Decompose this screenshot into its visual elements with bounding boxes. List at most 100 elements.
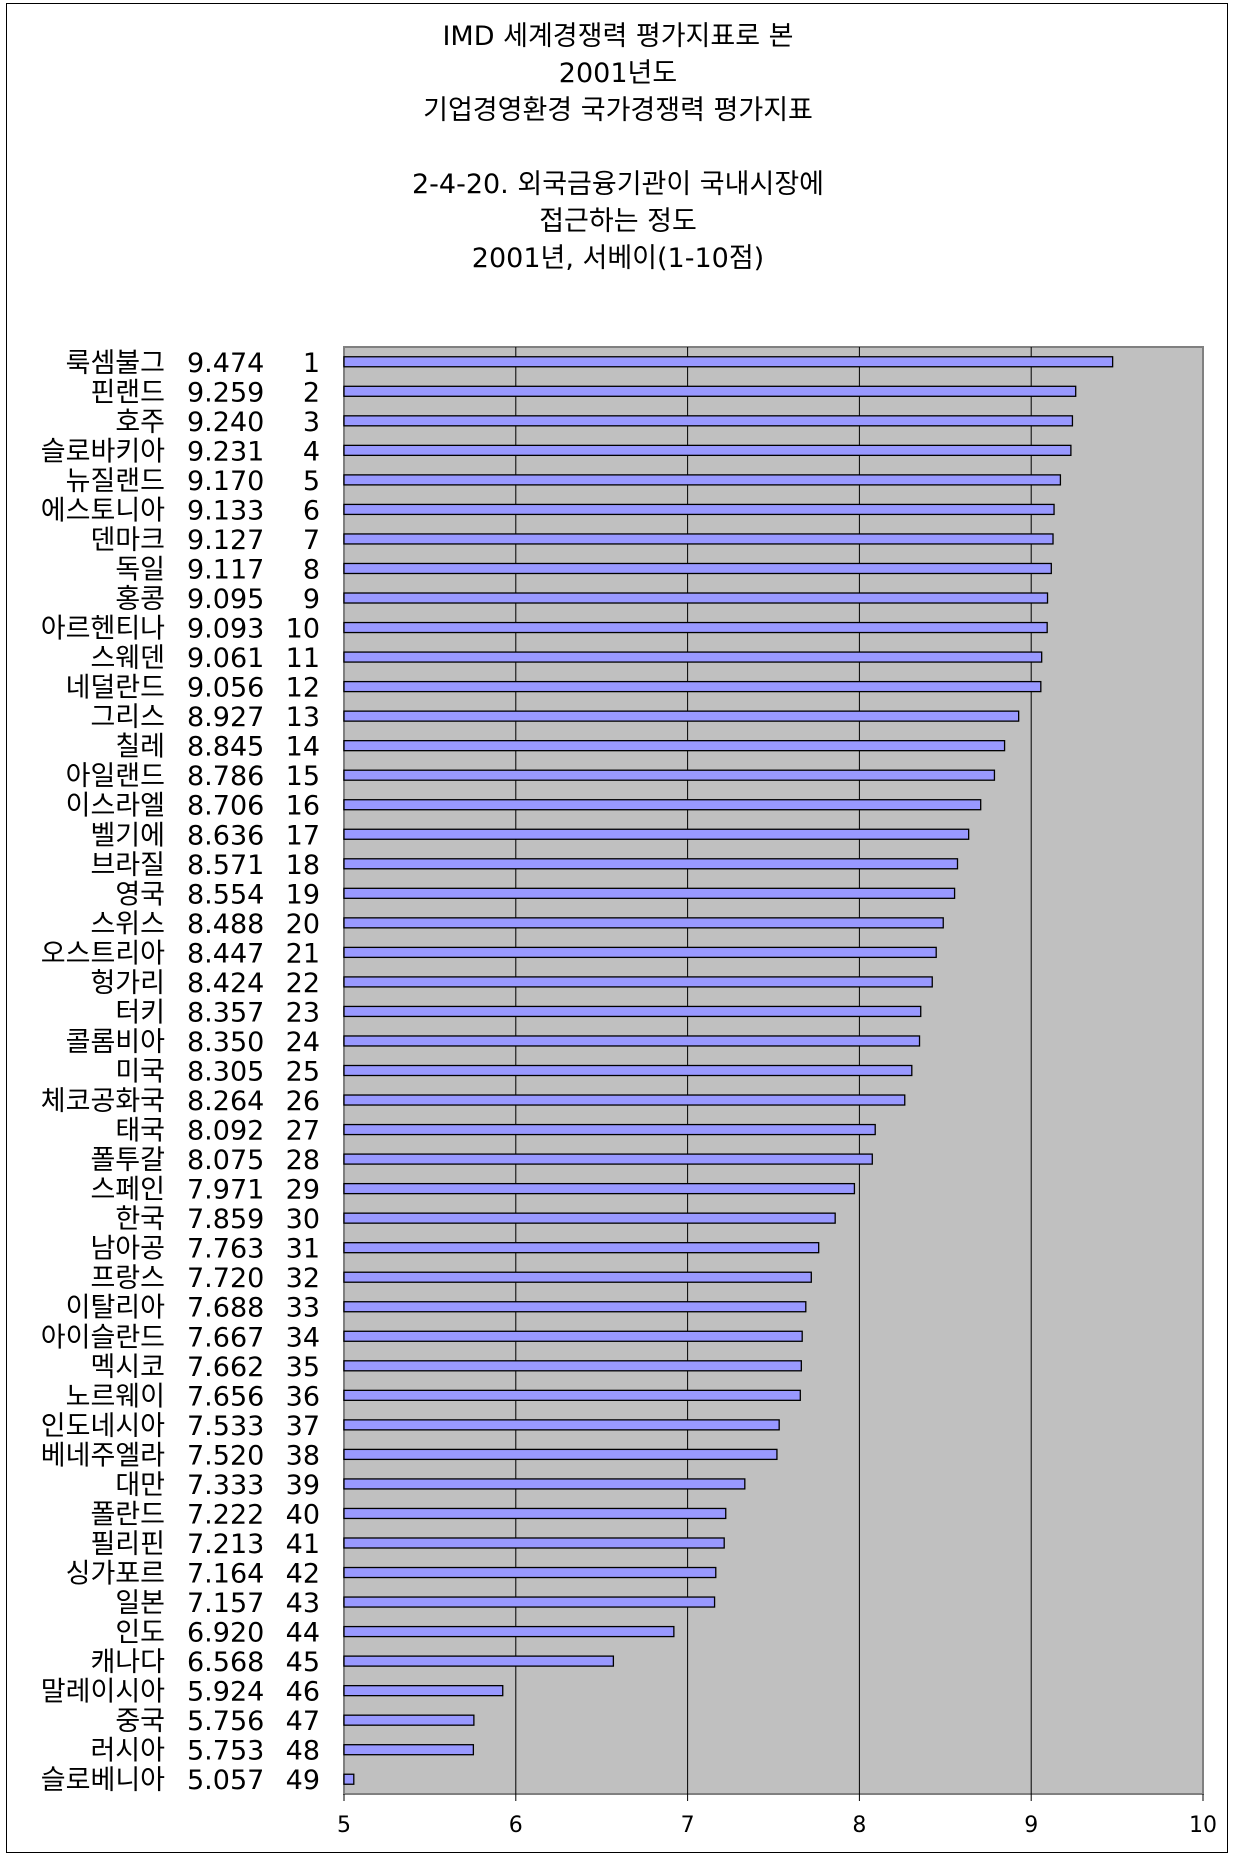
chart-frame bbox=[6, 3, 1228, 1853]
rank-label: 24 bbox=[286, 1027, 320, 1058]
rank-label: 6 bbox=[303, 495, 320, 526]
bars bbox=[343, 356, 1114, 1785]
rank-label: 42 bbox=[286, 1559, 320, 1590]
bar bbox=[343, 1360, 802, 1372]
country-label: 폴투갈 bbox=[90, 1145, 165, 1176]
bar bbox=[343, 1271, 812, 1283]
value-label: 8.845 bbox=[187, 732, 264, 763]
country-label: 프랑스 bbox=[90, 1263, 165, 1294]
value-label: 7.763 bbox=[187, 1234, 264, 1265]
chart-subtitle-line-3: 2001년, 서베이(1-10점) bbox=[471, 243, 765, 274]
bar bbox=[343, 356, 1114, 368]
x-tick-label: 10 bbox=[1189, 1813, 1217, 1838]
bar bbox=[343, 1123, 876, 1136]
rank-label: 22 bbox=[286, 968, 320, 999]
x-tick-label: 9 bbox=[1024, 1813, 1038, 1838]
rank-label: 23 bbox=[286, 997, 320, 1028]
rank-label: 39 bbox=[286, 1470, 320, 1501]
bar bbox=[343, 1537, 725, 1549]
rank-label: 26 bbox=[286, 1086, 320, 1117]
bar bbox=[343, 621, 1048, 634]
bar bbox=[343, 1625, 675, 1638]
bar bbox=[343, 1182, 856, 1195]
value-label: 9.056 bbox=[187, 673, 264, 704]
rank-label: 19 bbox=[286, 879, 320, 910]
country-label: 싱가포르 bbox=[66, 1559, 165, 1590]
value-label: 8.350 bbox=[187, 1027, 264, 1058]
rank-label: 8 bbox=[303, 554, 320, 585]
x-axis-ticks: 5 6 7 8 9 10 bbox=[337, 1794, 1217, 1838]
value-label: 7.688 bbox=[187, 1293, 264, 1324]
country-label: 일본 bbox=[115, 1588, 165, 1619]
rank-label: 49 bbox=[286, 1765, 320, 1796]
country-label: 브라질 bbox=[90, 850, 165, 881]
rank-label: 5 bbox=[303, 466, 320, 497]
rank-label: 21 bbox=[286, 938, 320, 969]
rank-label: 25 bbox=[286, 1057, 320, 1088]
country-label: 홍콩 bbox=[115, 584, 165, 615]
bar bbox=[343, 1242, 820, 1254]
country-label: 베네주엘라 bbox=[41, 1440, 165, 1471]
value-label: 8.554 bbox=[187, 879, 264, 910]
rank-label: 12 bbox=[286, 673, 320, 704]
country-label: 네덜란드 bbox=[66, 673, 165, 704]
bar bbox=[343, 710, 1020, 722]
rank-label: 35 bbox=[286, 1352, 320, 1383]
rank-label: 11 bbox=[286, 643, 320, 674]
country-label: 멕시코 bbox=[90, 1352, 165, 1383]
value-label: 9.133 bbox=[187, 495, 264, 526]
value-label: 8.927 bbox=[187, 702, 264, 733]
bar bbox=[343, 799, 982, 811]
bar bbox=[343, 858, 959, 870]
country-label: 이탈리아 bbox=[66, 1293, 166, 1324]
chart-title-line-2: 2001년도 bbox=[558, 58, 678, 89]
bar bbox=[343, 1744, 475, 1756]
bar bbox=[343, 1714, 475, 1726]
country-label: 필리핀 bbox=[90, 1529, 165, 1560]
country-label: 미국 bbox=[115, 1057, 165, 1088]
bar bbox=[343, 1419, 780, 1431]
value-label: 8.424 bbox=[187, 968, 264, 999]
value-label: 7.533 bbox=[187, 1411, 264, 1442]
bar bbox=[343, 1507, 727, 1520]
value-label: 9.170 bbox=[187, 466, 264, 497]
rank-label: 40 bbox=[286, 1499, 320, 1530]
bar bbox=[343, 533, 1054, 545]
rank-label: 30 bbox=[286, 1204, 320, 1235]
country-label: 대만 bbox=[115, 1470, 165, 1501]
value-label: 8.571 bbox=[187, 850, 264, 881]
rank-label: 1 bbox=[303, 348, 320, 379]
value-label: 8.264 bbox=[187, 1086, 264, 1117]
value-label: 8.305 bbox=[187, 1057, 264, 1088]
country-label: 아일랜드 bbox=[66, 761, 165, 792]
bar bbox=[343, 976, 933, 988]
rank-label: 38 bbox=[286, 1440, 320, 1471]
x-tick-label: 6 bbox=[509, 1813, 523, 1838]
country-label: 헝가리 bbox=[90, 968, 165, 999]
value-label: 7.164 bbox=[187, 1559, 264, 1590]
country-label: 뉴질랜드 bbox=[66, 466, 165, 497]
value-label: 9.474 bbox=[187, 348, 264, 379]
value-label: 9.095 bbox=[187, 584, 264, 615]
bar bbox=[343, 474, 1062, 486]
rank-label: 43 bbox=[286, 1588, 320, 1619]
bar bbox=[343, 946, 937, 959]
value-label: 8.357 bbox=[187, 997, 264, 1028]
bar bbox=[343, 1005, 922, 1018]
rank-label: 33 bbox=[286, 1293, 320, 1324]
country-label: 체코공화국 bbox=[41, 1086, 165, 1117]
rank-label: 29 bbox=[286, 1175, 320, 1206]
bar bbox=[343, 1064, 913, 1077]
value-label: 6.568 bbox=[187, 1647, 264, 1678]
rank-label: 15 bbox=[286, 761, 320, 792]
bar bbox=[343, 1655, 615, 1667]
rank-label: 16 bbox=[286, 791, 320, 822]
country-label: 캐나다 bbox=[90, 1647, 165, 1678]
bar bbox=[343, 740, 1006, 752]
bar bbox=[343, 1389, 801, 1401]
rank-label: 44 bbox=[286, 1618, 320, 1649]
country-label: 벨기에 bbox=[90, 820, 165, 851]
country-label: 인도네시아 bbox=[41, 1411, 165, 1442]
x-tick-label: 8 bbox=[852, 1813, 866, 1838]
rank-label: 36 bbox=[286, 1381, 320, 1412]
